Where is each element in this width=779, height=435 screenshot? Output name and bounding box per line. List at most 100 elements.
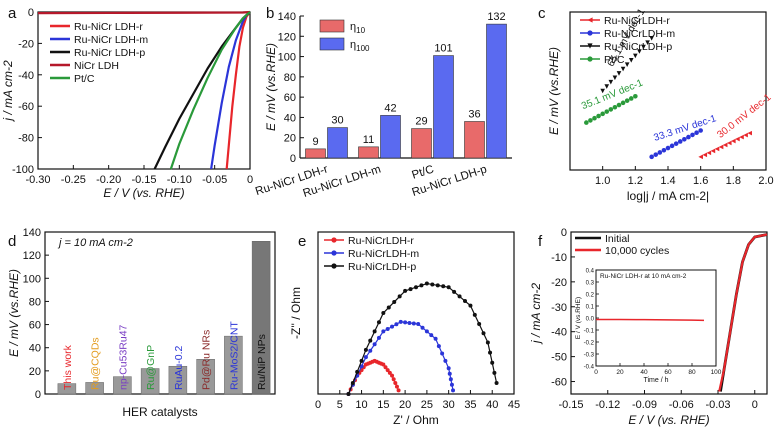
x-tick-label: 30: [443, 399, 455, 411]
y-tick-label: 0: [28, 7, 34, 19]
x-tick-label: -0.06: [669, 399, 694, 411]
tafel-point: [628, 57, 634, 63]
panel-f-frame: [570, 231, 768, 395]
nyquist-point: [436, 344, 441, 349]
legend-subscript: 100: [356, 44, 370, 53]
inset-frame: [595, 269, 717, 367]
nyquist-point: [457, 294, 462, 299]
nyquist-point: [443, 358, 448, 363]
inset-y-tick-label: -0.3: [584, 353, 595, 359]
tafel-point: [747, 130, 752, 136]
tafel-point: [718, 144, 724, 150]
x-category-label: Pt/C: [410, 163, 435, 181]
series-line-nicr-ldh: [37, 10, 251, 15]
inset-y-tick-label: 0.4: [586, 269, 595, 275]
legend-label: Ru-NiCrLDH-m: [348, 248, 419, 260]
inset-x-tick-label: 20: [616, 369, 624, 376]
x-tick-label: 0: [315, 399, 321, 411]
polarization-curve: [718, 233, 768, 392]
y-tick-label: -80: [18, 133, 34, 145]
nyquist-point: [381, 311, 386, 315]
tafel-point: [743, 132, 748, 138]
tafel-point: [673, 141, 679, 146]
tafel-point: [731, 138, 736, 144]
tafel-point: [698, 128, 703, 133]
tafel-point: [604, 109, 610, 114]
nyquist-point: [472, 312, 477, 317]
tafel-point: [588, 118, 593, 123]
legend-label: Ru-NiCrLDH-p: [604, 41, 672, 53]
legend-label: Ru-NiCrLDH-m: [604, 28, 675, 40]
x-tick-label: -0.09: [632, 399, 657, 411]
panel-e-frame: [317, 231, 515, 395]
x-axis-title: E / V (vs. RHE): [103, 186, 184, 200]
tafel-point: [633, 93, 638, 99]
tafel-point: [686, 134, 691, 140]
x-tick-label: -0.05: [202, 174, 227, 186]
y-tick-label: -100: [12, 164, 34, 176]
tafel-point: [657, 150, 663, 155]
nyquist-point: [420, 325, 425, 330]
tafel-point: [612, 104, 618, 110]
y-tick-label: 80: [284, 72, 296, 84]
x-tick-label: -0.10: [167, 174, 192, 186]
tafel-point: [669, 143, 675, 149]
nyquist-point: [363, 355, 368, 360]
bar-value-label: 132: [487, 11, 505, 23]
x-tick-label: -0.15: [558, 399, 583, 411]
inset-y-tick-label: 0.0: [586, 317, 595, 323]
nyquist-point: [416, 322, 421, 327]
legend-label: 10,000 cycles: [605, 245, 669, 257]
y-tick-label: 60: [29, 320, 41, 332]
bar-value-label: 11: [363, 134, 374, 146]
y-axis-title: -Z'' / Ohm: [289, 287, 303, 339]
nyquist-point: [449, 382, 454, 387]
nyquist-point: [385, 327, 390, 332]
tafel-point: [694, 130, 699, 135]
tafel-point: [641, 44, 646, 50]
tafel-point: [592, 115, 597, 121]
x-tick-label: 5: [337, 399, 343, 411]
nyquist-point: [441, 284, 446, 289]
tafel-point: [624, 62, 630, 67]
legend-label: Ru-NiCrLDH-r: [348, 235, 414, 247]
y-tick-label: -20: [18, 38, 34, 50]
nyquist-point: [396, 388, 401, 393]
tafel-point: [628, 96, 634, 101]
x-tick-label: 1.6: [693, 175, 708, 187]
y-axis-title: j / mA cm-2: [1, 60, 15, 123]
nyquist-point: [394, 384, 399, 389]
x-tick-label: -0.03: [705, 399, 730, 411]
nyquist-point: [447, 371, 452, 376]
catalyst-label: Ru@GnP: [145, 345, 157, 390]
tafel-point: [653, 152, 659, 157]
nyquist-point: [381, 329, 386, 334]
tafel-point: [677, 139, 683, 144]
y-tick-label: -40: [551, 327, 567, 339]
nyquist-point: [433, 336, 438, 341]
nyquist-point: [368, 348, 373, 353]
y-tick-label: -50: [551, 352, 567, 364]
inset-y-axis-title: E / V (vs.RHE): [575, 297, 582, 339]
y-axis-title: E / mV (vs.RHE): [264, 43, 278, 131]
y-tick-label: 40: [29, 343, 41, 355]
tafel-point: [624, 98, 630, 103]
x-tick-label: -0.25: [61, 174, 86, 186]
inset-y-tick-label: 0.1: [586, 305, 595, 311]
nyquist-point: [481, 331, 486, 336]
catalyst-bar: [57, 383, 77, 395]
x-axis-title: log|j / mA cm-2|: [627, 189, 709, 203]
legend-marker: [331, 263, 337, 269]
nyquist-point: [403, 288, 408, 293]
tafel-point: [584, 120, 589, 125]
panel-label: f: [538, 233, 543, 250]
tafel-point: [645, 40, 650, 46]
tafel-point: [600, 88, 605, 94]
nyquist-point: [463, 299, 467, 304]
catalyst-bar: [113, 376, 132, 395]
panel-annotation: j = 10 mA cm-2: [57, 237, 133, 249]
legend-label: Ru-NiCrLDH-p: [348, 261, 416, 273]
inset-x-tick-label: 80: [688, 369, 696, 376]
legend-marker: [587, 17, 593, 23]
nyquist-point: [381, 362, 386, 367]
